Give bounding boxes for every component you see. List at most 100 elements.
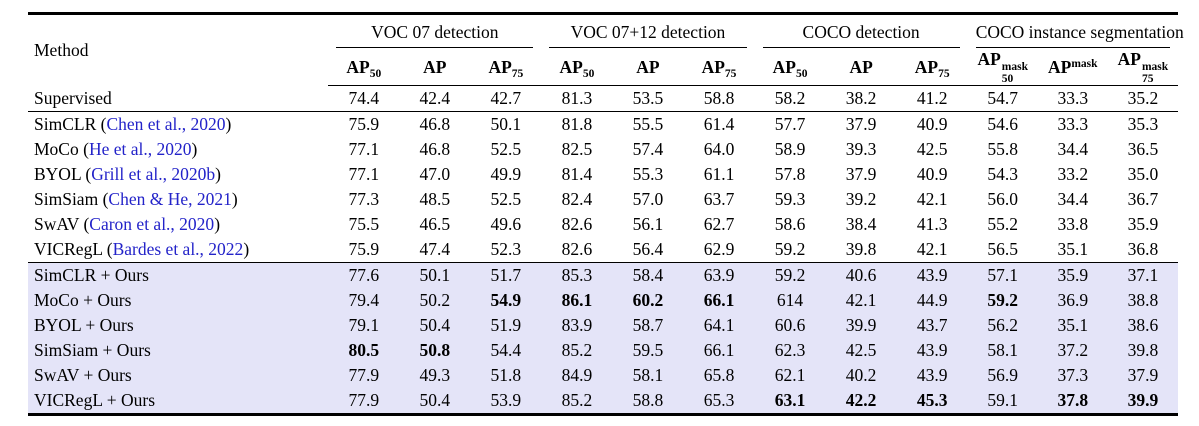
metric-cell: 58.2 xyxy=(754,85,826,113)
metric-cell: 42.1 xyxy=(896,237,968,264)
table-row: MoCo + Ours 79.4 50.2 54.9 86.1 60.2 66.1 614 42… xyxy=(28,288,1178,314)
metric-cell: 35.2 xyxy=(1107,85,1178,113)
method-cell: Supervised xyxy=(28,85,329,113)
group-header: VOC 07 detection xyxy=(328,14,541,50)
column-header-base: AP xyxy=(849,56,873,77)
metric-cell: 35.1 xyxy=(1037,237,1108,264)
column-header-base: AP xyxy=(977,49,1001,69)
citation-paren-close: ) xyxy=(231,188,238,209)
metric-cell: 38.2 xyxy=(825,85,897,113)
column-header: AP75 xyxy=(683,49,755,87)
method-cell: VICRegL (Bardes et al., 2022) xyxy=(28,237,329,264)
metric-cell: 56.5 xyxy=(967,237,1038,264)
metric-cell: 56.1 xyxy=(632,213,664,234)
metric-cell: 55.5 xyxy=(632,113,664,134)
method-name: SimCLR xyxy=(34,113,97,134)
table-body: Supervised 74.4 42.4 42.7 81.3 53.5 58.8 58.2 38… xyxy=(28,85,1178,415)
metric-cell: 51.7 xyxy=(470,262,542,289)
metric-cell: 42.1 xyxy=(916,188,948,209)
metric-cell: 49.6 xyxy=(490,213,522,234)
citation-link[interactable]: Chen & He, 2021 xyxy=(108,188,232,209)
metric-cell: 37.9 xyxy=(845,113,877,134)
group-header-label: COCO detection xyxy=(762,16,960,48)
method-name: Supervised xyxy=(34,87,112,108)
metric-cell: 56.0 xyxy=(987,188,1019,209)
metric-cell: 52.3 xyxy=(470,237,542,264)
column-header-base: AP xyxy=(559,56,583,77)
citation-paren-close: ) xyxy=(215,163,221,184)
table-header: Method VOC 07 detection VOC 07+12 detecti… xyxy=(28,14,1184,87)
metric-cell: 34.4 xyxy=(1057,188,1089,209)
metric-cell: 57.1 xyxy=(967,262,1038,289)
column-header-supsub: mask 50 xyxy=(1002,61,1028,85)
metric-cell: 35.3 xyxy=(1127,113,1159,134)
metric-cell: 40.2 xyxy=(825,363,897,389)
method-name: BYOL xyxy=(34,163,81,184)
method-cell: MoCo + Ours xyxy=(28,288,329,314)
metric-cell: 43.9 xyxy=(896,363,968,389)
metric-cell: 42.7 xyxy=(470,85,542,113)
metric-cell: 54.9 xyxy=(470,288,542,314)
metric-cell: 51.9 xyxy=(470,313,542,339)
citation-link[interactable]: Grill et al., 2020b xyxy=(91,163,216,184)
column-header: AP50 xyxy=(754,49,826,87)
metric-cell: 58.1 xyxy=(967,338,1038,364)
metric-cell: 50.1 xyxy=(399,262,471,289)
metric-cell: 84.9 xyxy=(541,363,613,389)
column-header-base: AP xyxy=(701,56,725,77)
metric-cell: 46.8 xyxy=(419,113,451,134)
table-row: BYOL + Ours 79.1 50.4 51.9 83.9 58.7 64.1 60.6 3… xyxy=(28,313,1178,339)
metric-cell: 55.3 xyxy=(632,163,664,184)
metric-cell: 59.2 xyxy=(754,237,826,264)
group-header: COCO detection xyxy=(755,14,968,50)
citation-link[interactable]: Bardes et al., 2022 xyxy=(112,238,244,259)
metric-cell: 52.5 xyxy=(490,188,522,209)
metric-cell: 38.4 xyxy=(845,213,877,234)
metric-cell: 83.9 xyxy=(541,313,613,339)
method-cell: SimCLR + Ours xyxy=(28,262,329,289)
column-header: AP xyxy=(399,49,471,87)
metric-cell: 75.9 xyxy=(328,237,400,264)
column-header-sup: mask xyxy=(1001,61,1028,73)
metric-cell: 50.8 xyxy=(399,338,471,364)
metric-cell: 77.9 xyxy=(328,363,400,389)
metric-cell: 42.4 xyxy=(399,85,471,113)
table-row: Supervised 74.4 42.4 42.7 81.3 53.5 58.8 58.2 38… xyxy=(28,85,1178,113)
metric-cell: 43.7 xyxy=(896,313,968,339)
metric-cell: 40.9 xyxy=(916,113,948,134)
column-header: AP50 xyxy=(328,49,400,87)
metric-cell: 56.9 xyxy=(967,363,1038,389)
metric-cell: 48.5 xyxy=(419,188,451,209)
table-row: SwAV + Ours 77.9 49.3 51.8 84.9 58.1 65.8 62.1 4… xyxy=(28,363,1178,389)
metric-cell: 57.8 xyxy=(774,163,806,184)
column-header-base: AP xyxy=(1117,49,1141,69)
metric-cell: 34.4 xyxy=(1057,138,1089,159)
citation-link[interactable]: Chen et al., 2020 xyxy=(106,113,226,134)
metric-cell: 62.9 xyxy=(683,237,755,264)
metric-cell: 614 xyxy=(754,288,826,314)
metric-cell: 82.6 xyxy=(541,237,613,264)
metric-cell: 49.3 xyxy=(399,363,471,389)
table-row: SimCLR (Chen et al., 2020) 75.9 46.8 50.1 81… xyxy=(28,112,1178,138)
citation-link[interactable]: Caron et al., 2020 xyxy=(89,213,215,234)
column-header: AP xyxy=(612,49,684,87)
metric-cell: 57.7 xyxy=(774,113,806,134)
method-cell: VICRegL + Ours xyxy=(28,388,329,415)
method-cell: BYOL (Grill et al., 2020b) xyxy=(28,162,328,187)
column-header: AP mask 75 xyxy=(1107,49,1178,87)
metric-cell: 58.4 xyxy=(612,262,684,289)
citation-paren-open: ( xyxy=(96,113,107,134)
column-header: AP75 xyxy=(896,49,968,87)
metric-cell: 39.2 xyxy=(845,188,877,209)
column-header-base: AP xyxy=(346,56,370,77)
metric-cell: 62.3 xyxy=(754,338,826,364)
column-header-sub: 50 xyxy=(582,67,595,80)
metric-cell: 37.9 xyxy=(1107,363,1178,389)
method-name: SimSiam xyxy=(34,188,99,209)
column-header-sub: 75 xyxy=(724,67,737,80)
metric-cell: 40.9 xyxy=(916,163,948,184)
metric-cell: 85.3 xyxy=(541,262,613,289)
citation-link[interactable]: He et al., 2020 xyxy=(88,138,192,159)
metric-cell: 53.9 xyxy=(470,388,542,415)
column-header-sub: 75 xyxy=(1141,73,1154,86)
